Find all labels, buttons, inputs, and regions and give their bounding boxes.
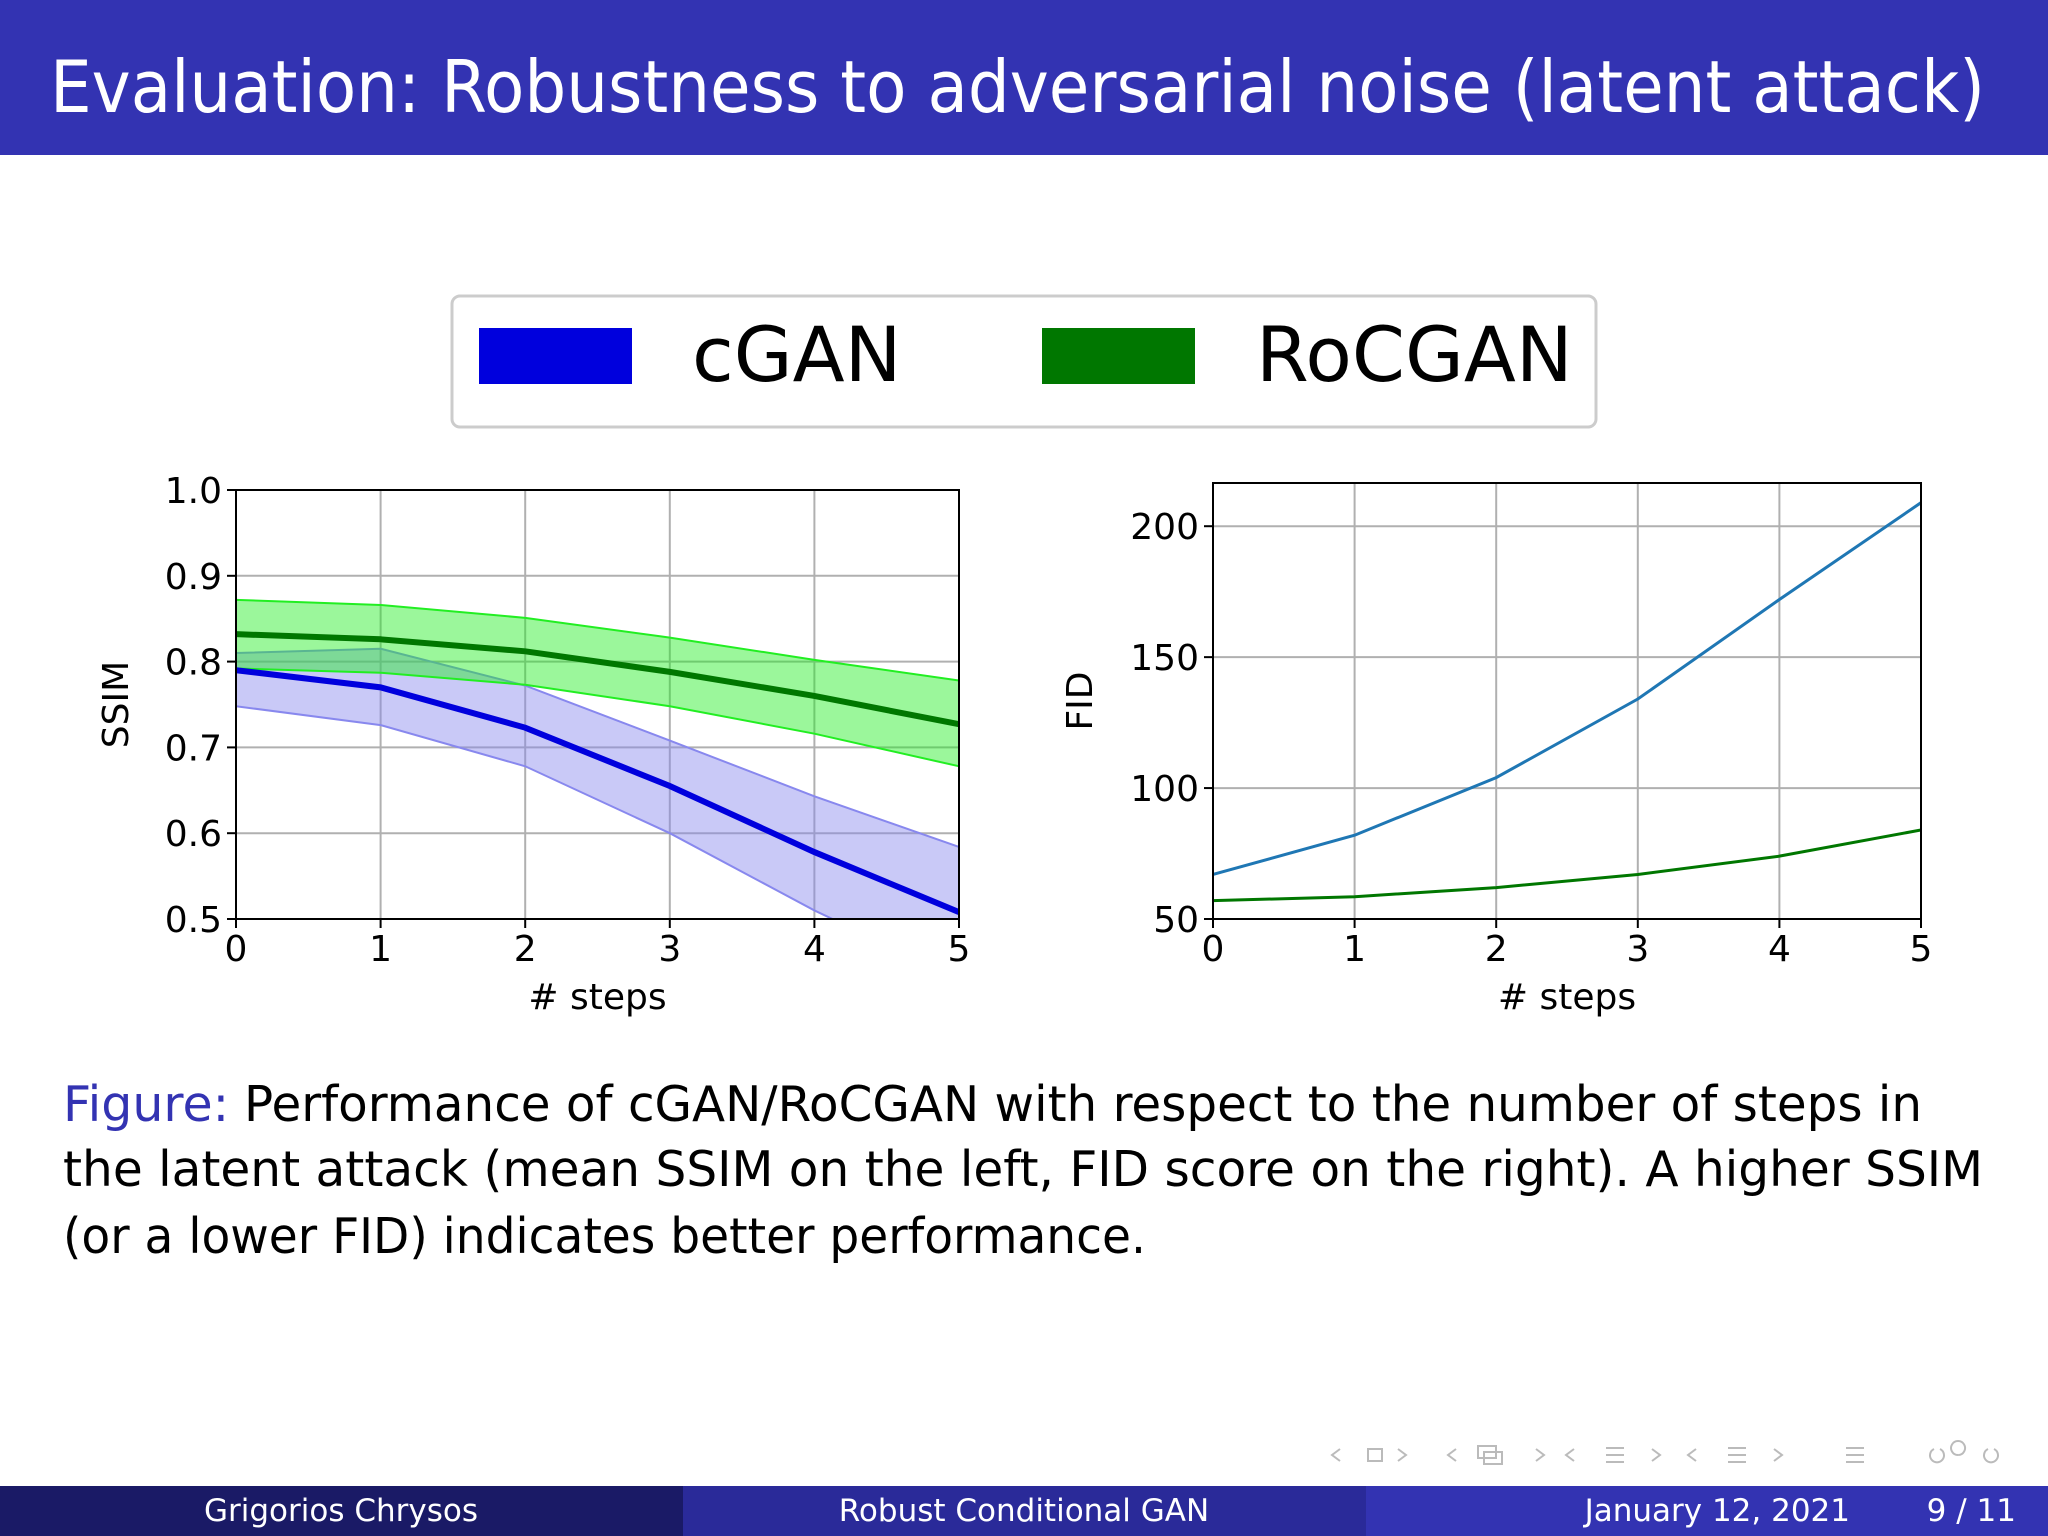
footer-page: 9 / 11 <box>1927 1493 2016 1529</box>
x-tick-label: 3 <box>1626 929 1649 970</box>
nav-icons <box>1330 1440 1999 1465</box>
x-tick-label: 1 <box>1343 929 1366 970</box>
x-tick-label: 5 <box>1910 929 1933 970</box>
caption-line: the latent attack (mean SSIM on the left… <box>63 1141 1983 1198</box>
footer-right <box>1366 1486 2048 1536</box>
legend-label: RoCGAN <box>1256 310 1573 399</box>
axes-frame <box>235 489 960 920</box>
y-tick-label: 0.7 <box>165 728 222 769</box>
x-axis-label: # steps <box>528 977 666 1018</box>
y-tick-label: 0.5 <box>165 900 222 941</box>
x-tick-label: 4 <box>1768 929 1791 970</box>
plot-area <box>236 598 959 919</box>
series-line <box>1213 501 1921 876</box>
x-tick-label: 5 <box>948 929 971 970</box>
series-line <box>236 631 959 728</box>
x-tick-label: 4 <box>803 929 826 970</box>
caption-label: Figure: <box>63 1076 229 1133</box>
y-tick-label: 200 <box>1130 507 1199 548</box>
footer-talk: Robust Conditional GAN <box>839 1493 1209 1529</box>
x-axis-label: # steps <box>1498 977 1636 1018</box>
y-tick-label: 0.6 <box>165 814 222 855</box>
footer-date: January 12, 2021 <box>1583 1493 1850 1529</box>
x-tick-label: 2 <box>1485 929 1508 970</box>
caption-line: (or a lower FID) indicates better perfor… <box>63 1208 1146 1265</box>
y-tick-label: 0.9 <box>165 557 222 598</box>
x-tick-label: 2 <box>514 929 537 970</box>
x-tick-label: 0 <box>1202 929 1225 970</box>
x-tick-label: 1 <box>369 929 392 970</box>
axes-frame <box>1212 482 1922 920</box>
footer-left <box>0 1486 683 1536</box>
y-tick-label: 150 <box>1130 638 1199 679</box>
series-line <box>1213 828 1921 903</box>
legend-label: cGAN <box>692 310 902 399</box>
plot-area <box>1213 501 1921 903</box>
y-tick-label: 50 <box>1153 900 1199 941</box>
legend-swatch <box>479 328 632 384</box>
y-tick-label: 100 <box>1130 769 1199 810</box>
legend-box <box>450 294 1598 429</box>
title-bar <box>0 0 2048 155</box>
y-tick-label: 0.8 <box>165 643 222 684</box>
y-axis-label: SSIM <box>96 661 137 748</box>
y-axis-label: FID <box>1060 671 1101 730</box>
y-tick-label: 1.0 <box>165 471 222 512</box>
footer-author: Grigorios Chrysos <box>204 1493 478 1529</box>
caption-line: Performance of cGAN/RoCGAN with respect … <box>244 1076 1922 1133</box>
x-tick-label: 3 <box>658 929 681 970</box>
series-line <box>236 667 959 915</box>
legend-swatch <box>1042 328 1195 384</box>
footer-center <box>683 1486 1366 1536</box>
slide-title: Evaluation: Robustness to adversarial no… <box>50 45 1985 129</box>
x-tick-label: 0 <box>225 929 248 970</box>
